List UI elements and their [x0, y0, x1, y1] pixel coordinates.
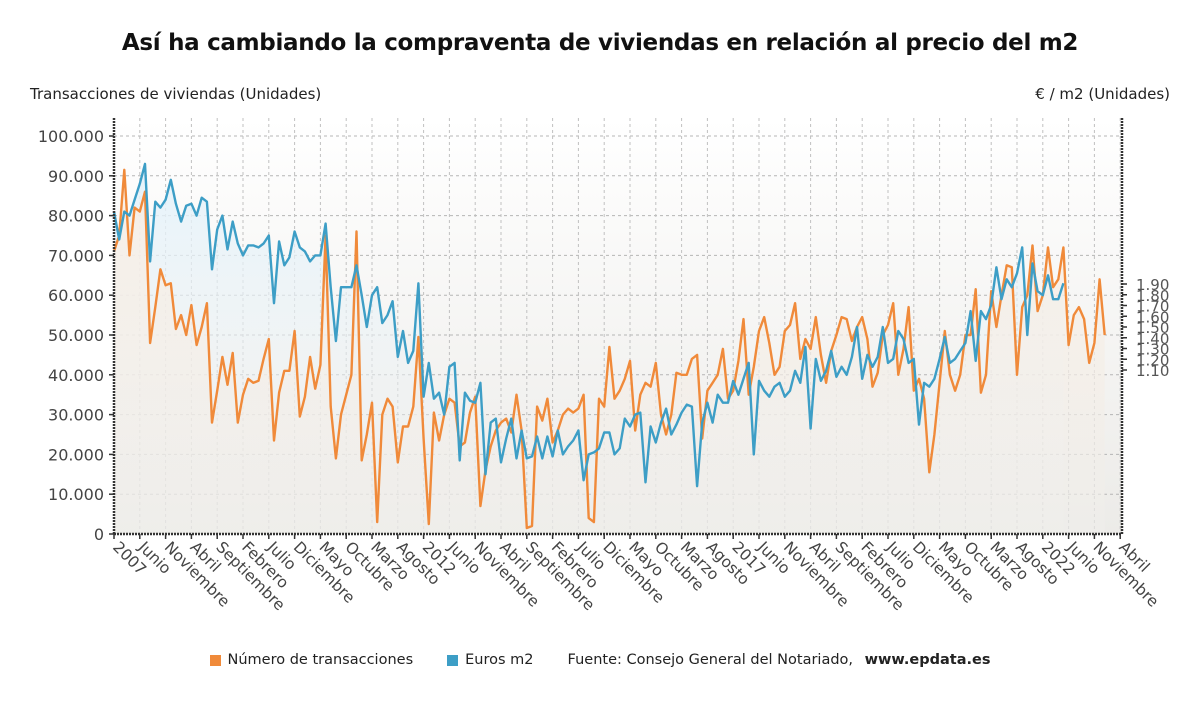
legend-swatch-blue: [447, 654, 459, 666]
y-tick-label: 0: [94, 525, 104, 544]
right-y-tick-label: 1.40: [1136, 330, 1169, 348]
right-y-tick-label: 1.50: [1136, 319, 1169, 337]
chart-title: Así ha cambiando la compraventa de vivie…: [121, 30, 1079, 56]
y-tick-label: 80.000: [48, 207, 104, 226]
series-line-transactions: [112, 168, 1106, 530]
right-y-tick-labels: 1.101.201.301.401.501.601.701.801.90: [1122, 276, 1169, 380]
right-y-tick-label: 1.60: [1136, 308, 1169, 326]
series-line-euros-m2: [112, 162, 1065, 488]
y-tick-label: 50.000: [48, 326, 104, 345]
y-axis-right-label: € / m2 (Unidades): [1035, 85, 1170, 103]
y-axis-left-label: Transacciones de viviendas (Unidades): [30, 85, 322, 103]
source-text: Fuente: Consejo General del Notariado,: [567, 652, 858, 668]
axes: [109, 118, 1124, 539]
x-tick-labels: 2007JunioNoviembreAbrilSeptiembreFebrero…: [109, 537, 1162, 614]
right-y-tick-label: 1.70: [1136, 298, 1169, 316]
y-tick-label: 60.000: [48, 286, 104, 305]
legend: Número de transacciones Euros m2 Fuente:…: [0, 652, 1200, 668]
right-y-tick-label: 1.20: [1136, 351, 1169, 369]
legend-label: Número de transacciones: [227, 652, 414, 668]
y-tick-label: 40.000: [48, 366, 104, 385]
y-tick-label: 100.000: [38, 127, 104, 146]
legend-item-transactions[interactable]: Número de transacciones: [209, 652, 414, 668]
y-tick-label: 10.000: [48, 485, 104, 504]
y-tick-labels: 0 10.000 20.000 30.000 40.000 50.000 60.000 70.…: [38, 127, 104, 544]
legend-label: Euros m2: [465, 652, 534, 668]
y-tick-label: 20.000: [48, 445, 104, 464]
legend-item-euros-m2[interactable]: Euros m2: [447, 652, 534, 668]
series-lines: [112, 162, 1106, 530]
y-tick-label: 70.000: [48, 246, 104, 265]
y-tick-label: 90.000: [48, 167, 104, 186]
right-y-tick-label: 1.90: [1136, 276, 1169, 294]
source-note: Fuente: Consejo General del Notariado, w…: [568, 652, 991, 668]
source-link[interactable]: www.epdata.es: [864, 652, 991, 668]
right-y-tick-label: 1.30: [1136, 341, 1169, 359]
right-y-tick-label: 1.10: [1136, 362, 1169, 380]
legend-swatch-orange: [209, 654, 221, 666]
right-y-tick-label: 1.80: [1136, 287, 1169, 305]
y-tick-label: 30.000: [48, 406, 104, 425]
